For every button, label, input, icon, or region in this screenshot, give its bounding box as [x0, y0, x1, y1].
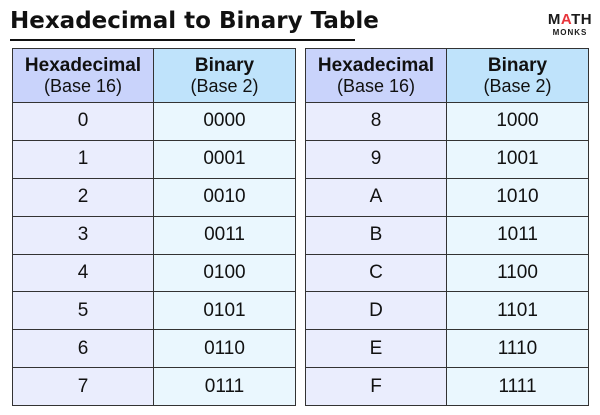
hex-value-cell: E: [305, 329, 447, 369]
hex-value-cell: 8: [305, 102, 447, 141]
hex-value-cell: F: [305, 367, 447, 407]
hex-value-cell: 5: [12, 291, 154, 331]
header-hexadecimal: Hexadecimal (Base 16): [305, 48, 447, 103]
table-row: C 1100: [305, 253, 589, 293]
binary-value-cell: 1000: [446, 102, 589, 141]
hex-value-cell: 1: [12, 139, 154, 179]
logo-wordmark: MATH: [547, 11, 593, 28]
table-row: F 1111: [305, 367, 589, 407]
table-row: E 1110: [305, 329, 589, 369]
table-row: 8 1000: [305, 102, 589, 141]
binary-value-cell: 0110: [153, 329, 296, 369]
table-header-row: Hexadecimal (Base 16) Binary (Base 2): [305, 48, 589, 103]
table-row: 1 0001: [12, 139, 296, 179]
hex-value-cell: D: [305, 291, 447, 331]
table-row: B 1011: [305, 215, 589, 255]
table-row: 6 0110: [12, 329, 296, 369]
table-row: 4 0100: [12, 253, 296, 293]
binary-value-cell: 1101: [446, 291, 589, 331]
hex-value-cell: A: [305, 177, 447, 217]
hex-value-cell: 3: [12, 215, 154, 255]
title-underline: [10, 39, 355, 41]
header-binary: Binary (Base 2): [153, 48, 296, 103]
table-row: A 1010: [305, 177, 589, 217]
hex-value-cell: B: [305, 215, 447, 255]
table-row: 3 0011: [12, 215, 296, 255]
binary-value-cell: 1010: [446, 177, 589, 217]
header-hexadecimal: Hexadecimal (Base 16): [12, 48, 154, 103]
binary-value-cell: 0100: [153, 253, 296, 293]
binary-value-cell: 1001: [446, 139, 589, 179]
table-row: 2 0010: [12, 177, 296, 217]
table-row: D 1101: [305, 291, 589, 331]
table-row: 5 0101: [12, 291, 296, 331]
hex-value-cell: 2: [12, 177, 154, 217]
hex-value-cell: 6: [12, 329, 154, 369]
table-header-row: Hexadecimal (Base 16) Binary (Base 2): [12, 48, 296, 103]
binary-value-cell: 1011: [446, 215, 589, 255]
binary-value-cell: 1111: [446, 367, 589, 407]
binary-value-cell: 0010: [153, 177, 296, 217]
table-row: 0 0000: [12, 102, 296, 141]
hex-value-cell: C: [305, 253, 447, 293]
binary-value-cell: 0011: [153, 215, 296, 255]
binary-value-cell: 1110: [446, 329, 589, 369]
binary-value-cell: 0101: [153, 291, 296, 331]
hex-value-cell: 9: [305, 139, 447, 179]
hex-value-cell: 4: [12, 253, 154, 293]
binary-value-cell: 1100: [446, 253, 589, 293]
header-binary: Binary (Base 2): [446, 48, 589, 103]
hex-value-cell: 7: [12, 367, 154, 407]
binary-value-cell: 0001: [153, 139, 296, 179]
hex-value-cell: 0: [12, 102, 154, 141]
table-row: 9 1001: [305, 139, 589, 179]
math-monks-logo: MATH MONKS: [546, 12, 594, 42]
binary-value-cell: 0000: [153, 102, 296, 141]
table-row: 7 0111: [12, 367, 296, 407]
page-title: Hexadecimal to Binary Table: [10, 8, 379, 34]
binary-value-cell: 0111: [153, 367, 296, 407]
logo-subtext: MONKS: [552, 28, 588, 37]
